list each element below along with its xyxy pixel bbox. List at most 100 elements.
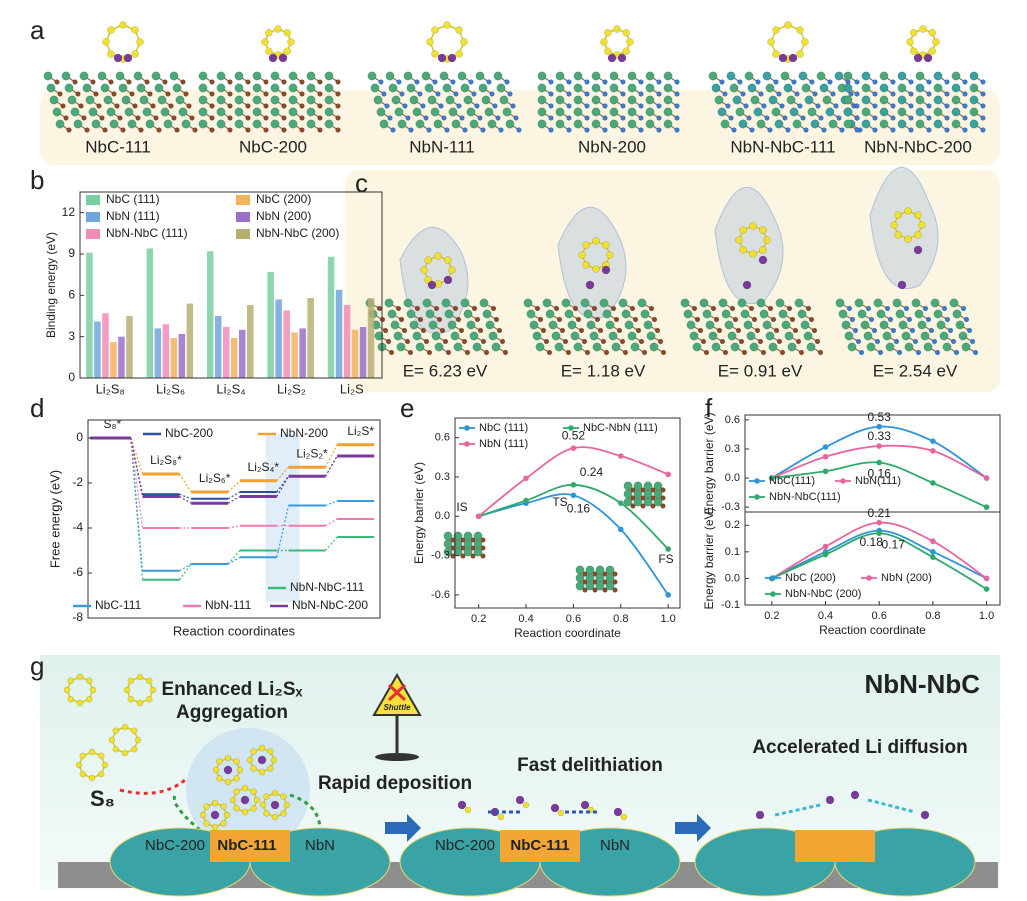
atom (324, 83, 334, 93)
atom (136, 83, 146, 93)
legend-label: NbC-NbN (111) (583, 422, 658, 434)
atom (436, 316, 443, 323)
atom (635, 327, 642, 334)
atom (879, 107, 889, 117)
atom (717, 107, 727, 117)
atom (641, 349, 648, 356)
atom (854, 127, 860, 133)
atom (472, 342, 482, 352)
atom (969, 71, 979, 81)
atom (516, 127, 522, 133)
atom (794, 91, 800, 97)
atom (149, 686, 157, 694)
atom (774, 119, 784, 129)
atom (469, 119, 479, 129)
atom (613, 25, 621, 33)
atom (523, 298, 533, 308)
atom (263, 115, 269, 121)
atom (809, 79, 815, 85)
x-tick-label: Li₂S₂ (277, 381, 306, 396)
atom (245, 91, 251, 97)
structure-label: NbC-200 (239, 137, 307, 156)
atom (492, 103, 498, 109)
atom (554, 342, 564, 352)
atom (145, 677, 153, 685)
atom (920, 331, 930, 341)
atom (234, 119, 244, 129)
atom (786, 95, 796, 105)
atom (595, 581, 605, 591)
atom (484, 107, 494, 117)
atom (537, 119, 547, 129)
bar (307, 298, 314, 378)
atom (131, 26, 139, 34)
atom (897, 71, 907, 81)
atom (324, 119, 334, 129)
atom (932, 38, 940, 46)
atom (532, 331, 542, 341)
atom (650, 495, 656, 501)
x-tick-label: 0.6 (872, 610, 887, 622)
y-axis-label: Energy barrier (eV) (412, 462, 426, 564)
atom (480, 537, 486, 543)
atom (697, 327, 704, 334)
atom (640, 495, 646, 501)
atom (749, 250, 757, 258)
atom (951, 71, 961, 81)
atom (460, 298, 470, 308)
atom (556, 316, 563, 323)
atom (246, 756, 254, 764)
connector (178, 473, 192, 493)
atom (852, 327, 859, 334)
atom (917, 320, 927, 330)
atom (335, 79, 341, 85)
atom (127, 119, 137, 129)
atom (656, 127, 662, 133)
atom (493, 316, 500, 323)
atom (904, 342, 914, 352)
point (876, 443, 883, 449)
legend-label: NbC(111) (769, 475, 815, 487)
atom (134, 736, 142, 744)
legend-swatch (236, 195, 250, 205)
legend-label: NbC (111) (106, 192, 160, 206)
atom (97, 770, 105, 778)
atom (764, 115, 770, 121)
atom (785, 127, 791, 133)
atom (180, 79, 186, 85)
atom (555, 95, 565, 105)
atom (622, 47, 630, 55)
atom (729, 305, 736, 312)
legend-swatch (86, 212, 100, 222)
y-tick-label: 0.1 (725, 546, 740, 558)
atom (944, 316, 951, 323)
atom (250, 748, 257, 755)
atom (780, 71, 790, 81)
highlight (265, 434, 300, 602)
atom (423, 338, 430, 345)
atom (630, 487, 636, 493)
atom (480, 553, 486, 559)
y-tick-label: 3 (68, 329, 75, 343)
atom (890, 79, 896, 85)
atom (245, 79, 251, 85)
peak-label: 0.16 (868, 467, 892, 481)
legend-marker (568, 425, 574, 431)
plot-frame (454, 417, 681, 609)
atom (198, 83, 208, 93)
step-label: Rapid deposition (318, 773, 472, 794)
atom (537, 95, 547, 105)
atom (183, 91, 189, 97)
atom (818, 115, 824, 121)
atom (382, 327, 389, 334)
y-tick-label: -8 (72, 610, 83, 624)
atom (198, 71, 208, 81)
atom (854, 91, 860, 97)
atom (172, 83, 182, 93)
y-tick-label: -2 (72, 475, 83, 489)
atom (548, 115, 554, 121)
atom (306, 107, 316, 117)
atom (209, 103, 215, 109)
atom (112, 745, 120, 753)
atom (491, 342, 501, 352)
